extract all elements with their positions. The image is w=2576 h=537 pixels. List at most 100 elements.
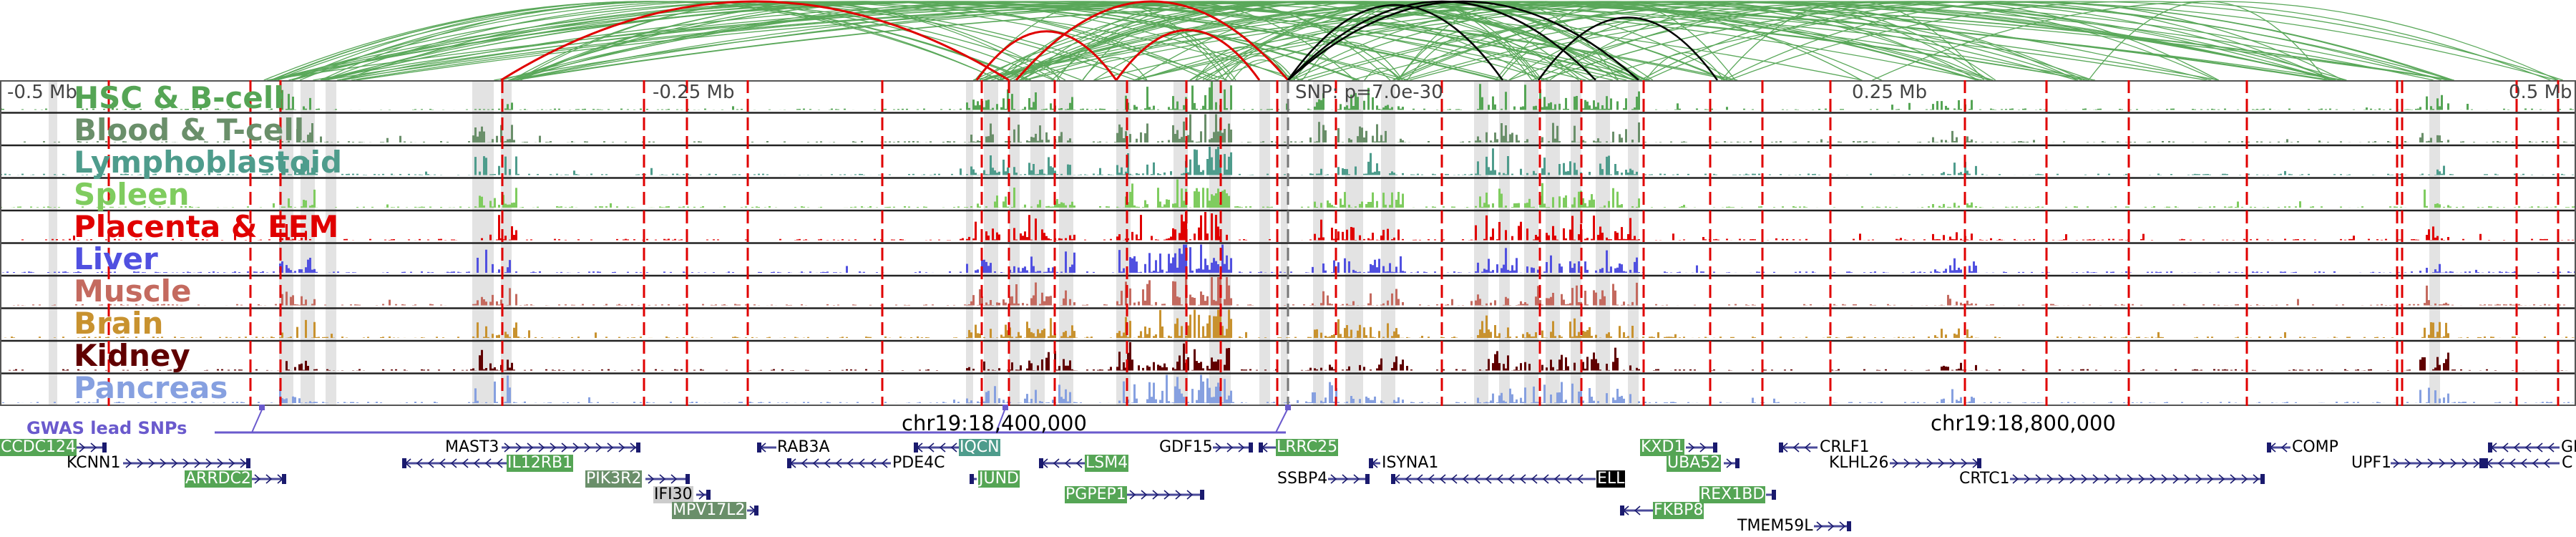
chevron-right-icon	[182, 458, 190, 468]
gene-label: KXD1	[1640, 438, 1685, 456]
gene-label: IL12RB1	[507, 454, 574, 472]
chevron-left-icon	[1804, 442, 1811, 453]
interaction-arc	[1195, 47, 1292, 80]
chevron-right-icon	[2218, 474, 2225, 484]
chevron-right-icon	[2092, 474, 2099, 484]
chromatin-interaction-arcs	[263, 0, 2563, 80]
chevron-right-icon	[171, 458, 178, 468]
chevron-left-icon	[824, 458, 831, 468]
gene-strand-arrows	[1620, 505, 1653, 516]
chevron-right-icon	[572, 442, 580, 453]
chevron-left-icon	[1531, 474, 1538, 484]
axis-label-right-mid: 0.25 Mb	[1852, 82, 1928, 103]
chevron-left-icon	[1485, 474, 1492, 484]
gene-exon	[1365, 474, 1370, 484]
chevron-left-icon	[1576, 474, 1584, 484]
gene-exon	[1772, 490, 1776, 500]
interaction-arc	[271, 1, 1028, 80]
chevron-right-icon	[205, 458, 213, 468]
gene-label: ARRDC2	[185, 470, 252, 488]
chevron-right-icon	[1903, 458, 1911, 468]
track-label-spleen: Spleen	[74, 177, 190, 212]
query-snp-interaction-arc	[1287, 4, 1504, 80]
lead-snp-interaction-arc	[1015, 0, 1289, 80]
chevron-left-icon	[427, 458, 434, 468]
gene-strand-arrows	[1369, 458, 1380, 468]
gene-label: MAST3	[445, 438, 499, 456]
gene-strand-arrows	[787, 458, 891, 468]
chevron-left-icon	[1428, 474, 1435, 484]
signal-tracks	[0, 80, 2576, 406]
chevron-right-icon	[1238, 442, 1245, 453]
interaction-arc	[1224, 55, 1295, 80]
gene-exon	[1200, 490, 1204, 500]
gene-strand-arrows	[970, 474, 977, 484]
interaction-arc	[1495, 1, 1736, 80]
gene-exon	[1779, 442, 1783, 453]
chevron-left-icon	[473, 458, 480, 468]
interaction-arc	[1013, 1, 1646, 80]
gene-label: SSBP4	[1277, 470, 1328, 488]
chevron-right-icon	[2241, 474, 2248, 484]
interaction-arc	[1202, 1, 1642, 80]
track-label-hsc-bcell: HSC & B-cell	[74, 80, 284, 115]
interaction-arc	[508, 1, 1651, 80]
chevron-right-icon	[1892, 458, 1899, 468]
chevron-right-icon	[265, 474, 273, 484]
chevron-right-icon	[1828, 521, 1835, 531]
track-label-liver: Liver	[74, 241, 158, 276]
gene-exon	[1259, 442, 1263, 453]
chevron-left-icon	[2509, 458, 2516, 468]
coordinate-label-18800000: chr19:18,800,000	[1931, 411, 2116, 435]
chevron-right-icon	[2069, 474, 2077, 484]
chevron-right-icon	[659, 474, 666, 484]
interaction-arc	[291, 1, 1136, 80]
gene-exon	[1977, 458, 1981, 468]
chevron-left-icon	[2547, 442, 2555, 453]
interaction-arc	[1723, 1, 2344, 80]
interaction-arc	[270, 1, 1732, 80]
chevron-right-icon	[1688, 442, 1695, 453]
chevron-right-icon	[1129, 490, 1136, 500]
chevron-left-icon	[1416, 474, 1423, 484]
chevron-left-icon	[450, 458, 457, 468]
chevron-left-icon	[496, 458, 503, 468]
lead-snp-interaction-arc	[500, 0, 1010, 80]
coordinate-label-18400000: chr19:18,400,000	[902, 411, 1087, 435]
chevron-right-icon	[2081, 474, 2088, 484]
chevron-left-icon	[2513, 442, 2520, 453]
interaction-arc	[1024, 1, 2341, 80]
chevron-right-icon	[1186, 490, 1194, 500]
track-label-placenta-eem: Placenta & EEM	[74, 209, 339, 244]
chevron-right-icon	[607, 442, 614, 453]
chevron-right-icon	[1926, 458, 1933, 468]
track-label-kidney: Kidney	[74, 338, 190, 373]
chevron-left-icon	[2536, 442, 2543, 453]
gene-strand-arrows	[1039, 458, 1085, 468]
chevron-right-icon	[1949, 458, 1956, 468]
chevron-right-icon	[1330, 474, 1337, 484]
chevron-left-icon	[1075, 458, 1083, 468]
chevron-left-icon	[1519, 474, 1526, 484]
gene-exon	[102, 442, 107, 453]
chevron-left-icon	[869, 458, 877, 468]
snp-pvalue-label: SNP: p=7.0e-30	[1295, 82, 1443, 103]
query-snp-interaction-arc	[1287, 0, 1639, 80]
chevron-right-icon	[2195, 474, 2202, 484]
gene-strand-arrows	[747, 505, 758, 516]
interaction-arc	[1508, 1, 2336, 80]
gene-label: ELL	[1596, 470, 1626, 488]
chevron-right-icon	[79, 442, 86, 453]
gene-label: UPF1	[2351, 454, 2392, 472]
gene-strand-arrows	[1127, 490, 1204, 500]
chevron-right-icon	[125, 458, 132, 468]
chevron-left-icon	[2497, 458, 2504, 468]
gene-label: LSM4	[1085, 454, 1129, 472]
chevron-right-icon	[2450, 458, 2457, 468]
gene-exon	[1713, 442, 1717, 453]
gene-label: MPV17L2	[672, 501, 746, 519]
interaction-arc	[1307, 1, 2333, 80]
chevron-right-icon	[2046, 474, 2054, 484]
gene-exon	[282, 474, 286, 484]
chevron-right-icon	[2439, 458, 2446, 468]
